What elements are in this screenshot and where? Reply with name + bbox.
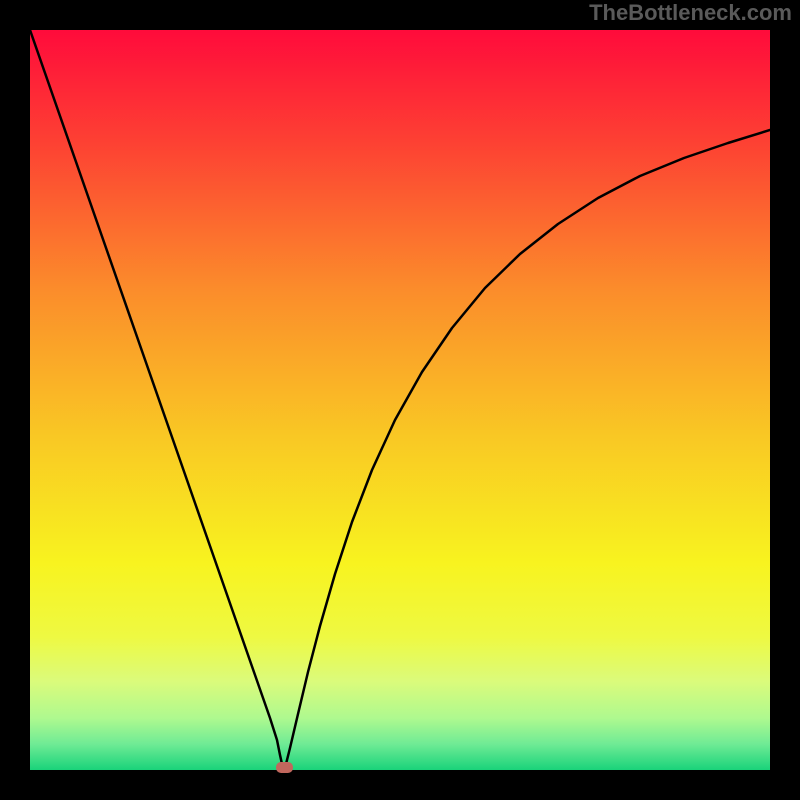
bottleneck-curve (30, 30, 770, 770)
watermark-label: TheBottleneck.com (589, 0, 792, 26)
minimum-marker (276, 762, 293, 773)
plot-area (30, 30, 770, 770)
chart-container: TheBottleneck.com (0, 0, 800, 800)
